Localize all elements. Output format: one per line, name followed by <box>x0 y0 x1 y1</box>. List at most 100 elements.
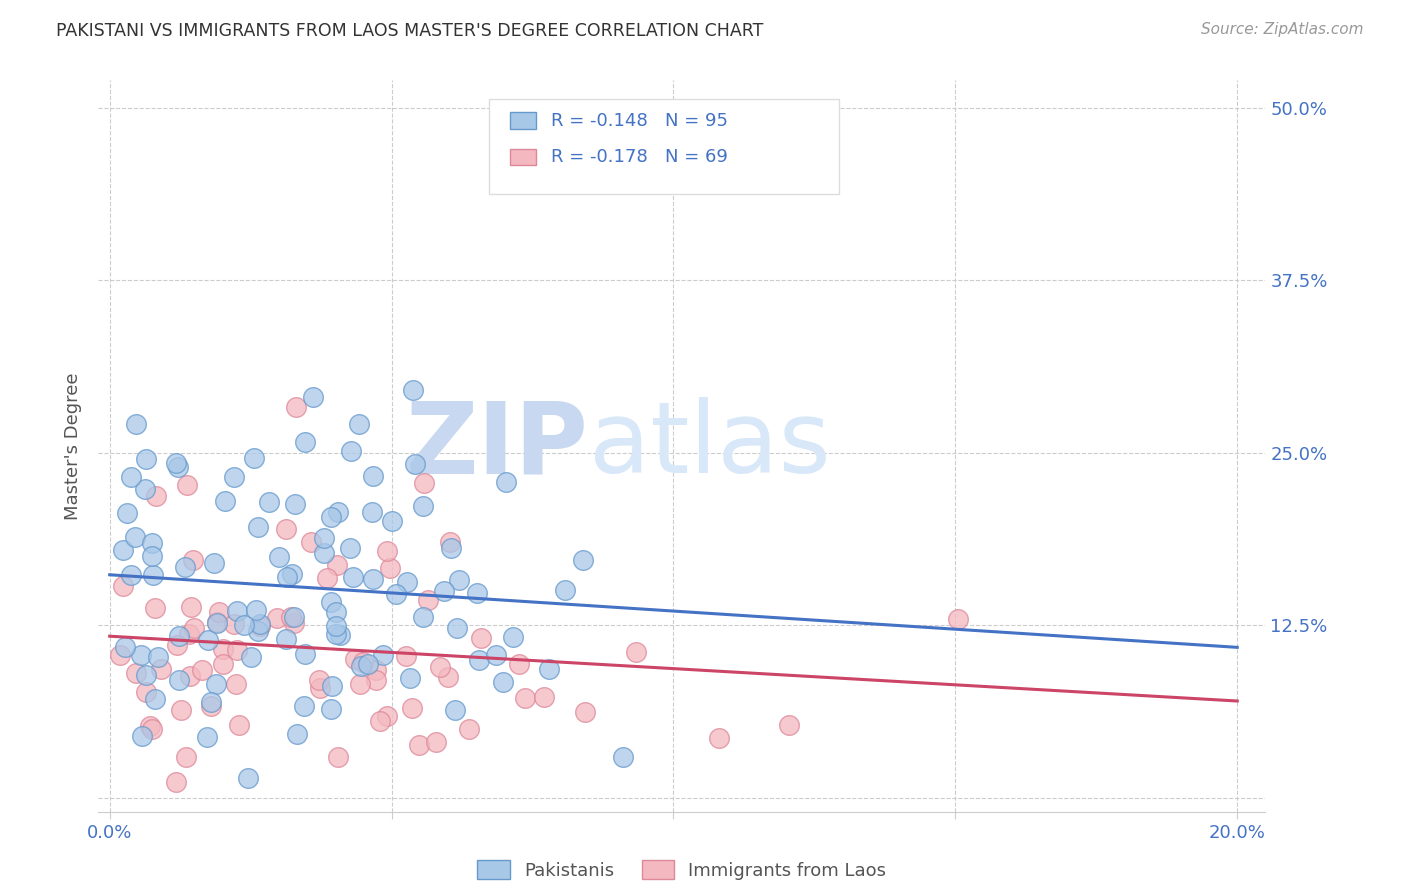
Point <box>225 643 247 657</box>
Point <box>433 584 456 599</box>
Point <box>329 628 352 642</box>
Point <box>247 520 270 534</box>
Point <box>416 593 439 607</box>
Point <box>135 668 157 682</box>
Point <box>399 671 422 685</box>
Point <box>571 553 593 567</box>
Point <box>412 500 434 514</box>
Point <box>440 541 463 556</box>
Point <box>225 677 247 691</box>
Point <box>308 681 330 696</box>
Point <box>180 599 202 614</box>
FancyBboxPatch shape <box>510 112 536 128</box>
Text: PAKISTANI VS IMMIGRANTS FROM LAOS MASTER'S DEGREE CORRELATION CHART: PAKISTANI VS IMMIGRANTS FROM LAOS MASTER… <box>56 22 763 40</box>
Point <box>299 535 322 549</box>
Point <box>111 579 134 593</box>
Point <box>352 655 374 669</box>
Point <box>167 459 190 474</box>
Point <box>343 652 366 666</box>
Point <box>612 749 634 764</box>
Point <box>458 722 481 736</box>
Point <box>141 549 163 563</box>
Point <box>114 640 136 654</box>
Legend: Pakistanis, Immigrants from Laos: Pakistanis, Immigrants from Laos <box>470 853 894 887</box>
Point <box>492 674 515 689</box>
Point <box>205 677 228 691</box>
Point <box>946 612 969 626</box>
Point <box>319 509 342 524</box>
Point <box>402 384 425 398</box>
Point <box>176 478 198 492</box>
Point <box>239 650 262 665</box>
Point <box>197 632 219 647</box>
Point <box>224 470 246 484</box>
Point <box>141 722 163 736</box>
Point <box>363 572 385 586</box>
Point <box>439 535 461 549</box>
Point <box>325 627 347 641</box>
Point <box>380 561 402 575</box>
Point <box>249 619 271 633</box>
Point <box>284 400 307 414</box>
Point <box>245 603 267 617</box>
Point <box>243 451 266 466</box>
Point <box>533 690 555 704</box>
Point <box>302 390 325 404</box>
Point <box>515 690 537 705</box>
Point <box>274 632 297 647</box>
Point <box>228 718 250 732</box>
Point <box>314 531 336 545</box>
Point <box>502 630 524 644</box>
Point <box>212 642 235 657</box>
Point <box>222 616 245 631</box>
Y-axis label: Master's Degree: Master's Degree <box>65 372 83 520</box>
Point <box>485 648 508 663</box>
Point <box>395 649 418 664</box>
Point <box>166 638 188 652</box>
Point <box>125 417 148 431</box>
Text: ZIP: ZIP <box>406 398 589 494</box>
Point <box>129 648 152 662</box>
Point <box>281 567 304 582</box>
Point <box>115 506 138 520</box>
Point <box>321 679 343 693</box>
Point <box>396 575 419 590</box>
Point <box>135 684 157 698</box>
Point <box>207 615 229 629</box>
Point <box>425 735 447 749</box>
Text: R = -0.148   N = 95: R = -0.148 N = 95 <box>551 112 728 129</box>
Point <box>312 546 335 560</box>
Point <box>574 705 596 719</box>
Point <box>125 666 148 681</box>
Point <box>373 648 395 663</box>
Point <box>134 482 156 496</box>
Point <box>465 586 488 600</box>
Point <box>142 568 165 582</box>
Point <box>214 493 236 508</box>
Point <box>247 624 270 638</box>
Point <box>467 653 489 667</box>
Point <box>283 610 305 624</box>
Point <box>408 739 430 753</box>
Point <box>179 627 201 641</box>
Point <box>146 649 169 664</box>
Point <box>364 673 387 688</box>
Point <box>446 621 468 635</box>
Point <box>165 456 187 470</box>
Point <box>267 549 290 564</box>
Point <box>443 703 465 717</box>
Point <box>437 670 460 684</box>
Point <box>326 558 349 573</box>
Point <box>283 615 305 630</box>
Point <box>364 663 387 677</box>
Text: Source: ZipAtlas.com: Source: ZipAtlas.com <box>1201 22 1364 37</box>
Point <box>361 505 384 519</box>
Point <box>537 662 560 676</box>
Point <box>321 702 343 716</box>
Point <box>381 514 404 528</box>
Point <box>495 475 517 489</box>
Point <box>179 669 201 683</box>
Point <box>276 569 298 583</box>
Point <box>292 698 315 713</box>
Point <box>167 673 190 687</box>
